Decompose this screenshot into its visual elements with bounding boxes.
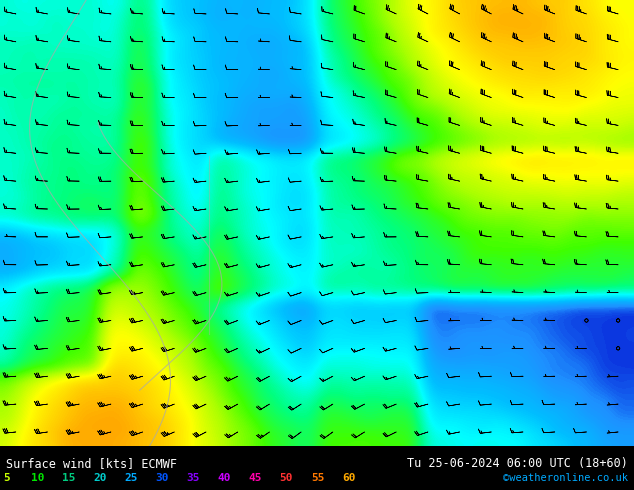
Text: 35: 35 xyxy=(186,473,200,483)
Text: 20: 20 xyxy=(93,473,107,483)
Text: Tu 25-06-2024 06:00 UTC (18+60): Tu 25-06-2024 06:00 UTC (18+60) xyxy=(407,457,628,470)
Text: ©weatheronline.co.uk: ©weatheronline.co.uk xyxy=(503,473,628,483)
Text: 60: 60 xyxy=(342,473,356,483)
Text: 55: 55 xyxy=(311,473,325,483)
Text: 5: 5 xyxy=(3,473,10,483)
Text: 50: 50 xyxy=(280,473,293,483)
Text: 30: 30 xyxy=(155,473,169,483)
Text: 25: 25 xyxy=(124,473,138,483)
Text: Surface wind [kts] ECMWF: Surface wind [kts] ECMWF xyxy=(6,457,178,470)
Text: 10: 10 xyxy=(30,473,44,483)
Text: 40: 40 xyxy=(217,473,231,483)
Text: 15: 15 xyxy=(62,473,75,483)
Text: 45: 45 xyxy=(249,473,262,483)
